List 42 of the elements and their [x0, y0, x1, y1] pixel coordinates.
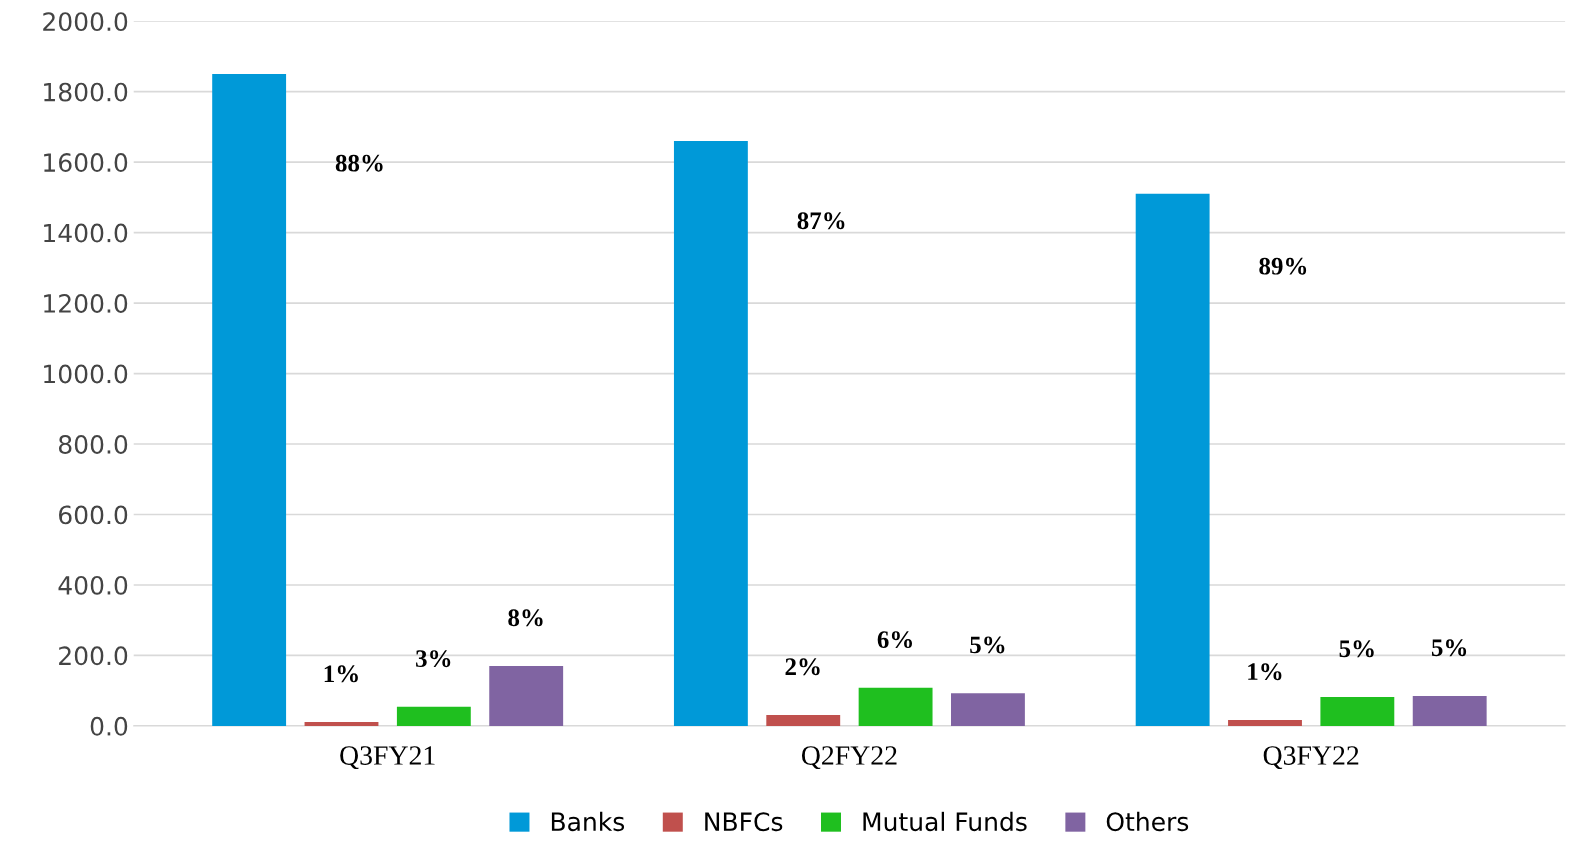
annotation: 5% [1431, 639, 1467, 657]
annotation: 5% [970, 636, 1005, 654]
legend-label: NBFCs [705, 812, 783, 832]
y-tick-label: 1600.0 [44, 153, 128, 173]
x-tick-label: Q3FY21 [340, 746, 435, 770]
legend-label: Others [1106, 811, 1189, 832]
y-tick-label: 1200.0 [44, 294, 128, 313]
y-tick-label: 800.0 [58, 434, 128, 454]
annotation: 5% [1339, 640, 1374, 658]
legend-label: Banks [551, 811, 625, 832]
y-tick-label: 600.0 [59, 505, 128, 525]
annotation: 8% [508, 609, 543, 627]
x-tick-label: Q3FY22 [1263, 746, 1359, 770]
bar [1135, 193, 1210, 726]
legend-label: Mutual Funds [863, 811, 1027, 832]
y-tick-label: 2000.0 [43, 12, 128, 32]
bar [766, 714, 841, 726]
bar [1412, 695, 1487, 726]
annotation: 6% [877, 631, 912, 649]
bar [212, 74, 287, 726]
bar [858, 687, 933, 726]
annotation: 3% [416, 650, 451, 668]
y-tick-label: 0.0 [90, 716, 128, 736]
y-tick-label: 1400.0 [44, 223, 128, 243]
annotation: 89% [1259, 257, 1307, 275]
bar [396, 706, 471, 726]
bar [489, 666, 564, 726]
annotation: 1% [1248, 663, 1282, 681]
annotation: 87% [797, 212, 845, 230]
bar [1320, 697, 1395, 726]
y-tick-label: 1000.0 [44, 364, 128, 384]
bar [951, 693, 1025, 726]
y-tick-label: 400.0 [58, 575, 128, 595]
bar [1228, 719, 1302, 726]
bar [673, 141, 748, 726]
y-tick-label: 1800.0 [44, 82, 128, 102]
bar [304, 722, 379, 726]
annotation: 88% [335, 154, 383, 172]
annotation: 1% [324, 665, 358, 683]
y-tick-label: 200.0 [59, 646, 128, 666]
annotation: 2% [785, 658, 820, 676]
x-tick-label: Q2FY22 [801, 746, 897, 770]
